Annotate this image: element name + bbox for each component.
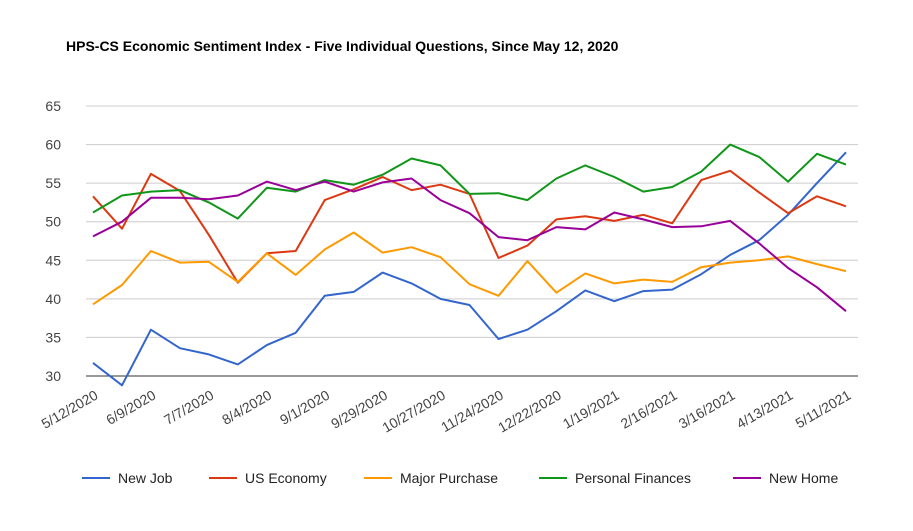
legend[interactable]: New Job US Economy Major Purchase Personal … <box>82 470 838 486</box>
y-tick-label: 40 <box>45 291 61 307</box>
x-tick-label: 10/27/2020 <box>379 387 448 436</box>
series-lines <box>92 143 847 387</box>
y-tick-label: 35 <box>45 329 61 345</box>
series-line-us-economy <box>92 169 847 284</box>
x-tick-label: 7/7/2020 <box>161 387 216 428</box>
x-tick-label: 3/16/2021 <box>676 387 738 432</box>
x-tick-label: 2/16/2021 <box>618 387 680 432</box>
x-axis: 5/12/2020 6/9/2020 7/7/2020 8/4/2020 9/1/202… <box>39 387 854 436</box>
y-tick-label: 45 <box>45 252 61 268</box>
legend-item-us-economy[interactable]: US Economy <box>209 470 327 486</box>
y-tick-label: 65 <box>45 98 61 114</box>
x-tick-label: 5/12/2020 <box>39 387 101 432</box>
series-line-new-home <box>92 177 847 312</box>
legend-item-new-job[interactable]: New Job <box>82 470 173 486</box>
y-tick-label: 60 <box>45 137 61 153</box>
y-tick-label: 30 <box>45 368 61 384</box>
legend-label: Personal Finances <box>575 470 691 486</box>
x-tick-label: 9/1/2020 <box>277 387 332 428</box>
x-tick-label: 4/13/2021 <box>734 387 796 432</box>
legend-label: New Home <box>769 470 838 486</box>
x-tick-label: 5/11/2021 <box>792 387 853 432</box>
series-line-major-purchase <box>92 231 847 306</box>
gridlines <box>86 105 858 377</box>
legend-label: US Economy <box>245 470 327 486</box>
legend-item-new-home[interactable]: New Home <box>733 470 838 486</box>
x-tick-label: 12/22/2020 <box>495 387 564 436</box>
series-line-new-job <box>92 151 847 387</box>
chart-title: HPS-CS Economic Sentiment Index - Five I… <box>66 38 619 54</box>
x-tick-label: 6/9/2020 <box>103 387 158 428</box>
y-axis: 30 35 40 45 50 55 60 65 <box>45 98 61 384</box>
series-line-personal-finances <box>92 143 847 220</box>
legend-item-personal-finances[interactable]: Personal Finances <box>539 470 691 486</box>
legend-label: New Job <box>118 470 173 486</box>
y-tick-label: 55 <box>45 175 61 191</box>
x-tick-label: 1/19/2021 <box>560 387 622 432</box>
legend-label: Major Purchase <box>400 470 498 486</box>
x-tick-label: 8/4/2020 <box>219 387 274 428</box>
y-tick-label: 50 <box>45 214 61 230</box>
x-tick-label: 11/24/2020 <box>438 387 506 435</box>
legend-item-major-purchase[interactable]: Major Purchase <box>364 470 498 486</box>
